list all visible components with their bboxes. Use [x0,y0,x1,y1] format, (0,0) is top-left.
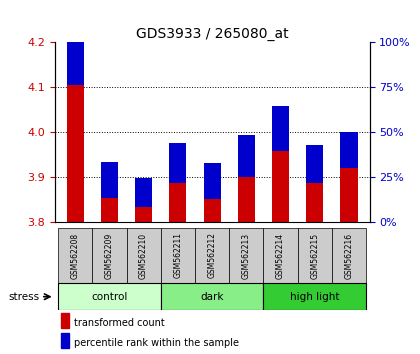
Text: dark: dark [200,292,224,302]
Bar [229,228,263,283]
Text: percentile rank within the sample: percentile rank within the sample [74,338,239,348]
Text: GSM562215: GSM562215 [310,233,319,279]
Text: GSM562209: GSM562209 [105,232,114,279]
Bar [58,283,161,310]
Bar [263,228,298,283]
Text: GSM562210: GSM562210 [139,233,148,279]
Bar [101,198,118,222]
Bar [238,135,255,177]
Bar [161,228,195,283]
Text: GSM562214: GSM562214 [276,233,285,279]
Bar [126,228,161,283]
Bar [298,228,332,283]
Text: GSM562216: GSM562216 [344,233,354,279]
Text: GSM562208: GSM562208 [71,233,80,279]
Bar [135,178,152,207]
Text: transformed count: transformed count [74,318,164,328]
Bar [58,228,92,283]
Text: GSM562212: GSM562212 [207,233,217,279]
Title: GDS3933 / 265080_at: GDS3933 / 265080_at [136,28,289,41]
Text: GSM562211: GSM562211 [173,233,182,279]
Bar [67,85,84,222]
Bar [67,42,84,85]
Text: stress: stress [8,292,39,302]
Bar [61,313,69,329]
Text: high light: high light [290,292,339,302]
Bar [204,199,220,222]
Bar [101,162,118,198]
Bar [92,228,126,283]
Bar [272,152,289,222]
Bar [169,143,186,183]
Bar [306,145,323,183]
Bar [306,183,323,222]
Text: control: control [91,292,128,302]
Bar [204,163,220,199]
Bar [341,167,357,222]
Bar [238,177,255,222]
Bar [61,333,69,348]
Bar [263,283,366,310]
Bar [161,283,263,310]
Bar [169,183,186,222]
Bar [332,228,366,283]
Text: GSM562213: GSM562213 [242,233,251,279]
Bar [135,207,152,222]
Bar [272,106,289,152]
Bar [195,228,229,283]
Bar [341,132,357,167]
